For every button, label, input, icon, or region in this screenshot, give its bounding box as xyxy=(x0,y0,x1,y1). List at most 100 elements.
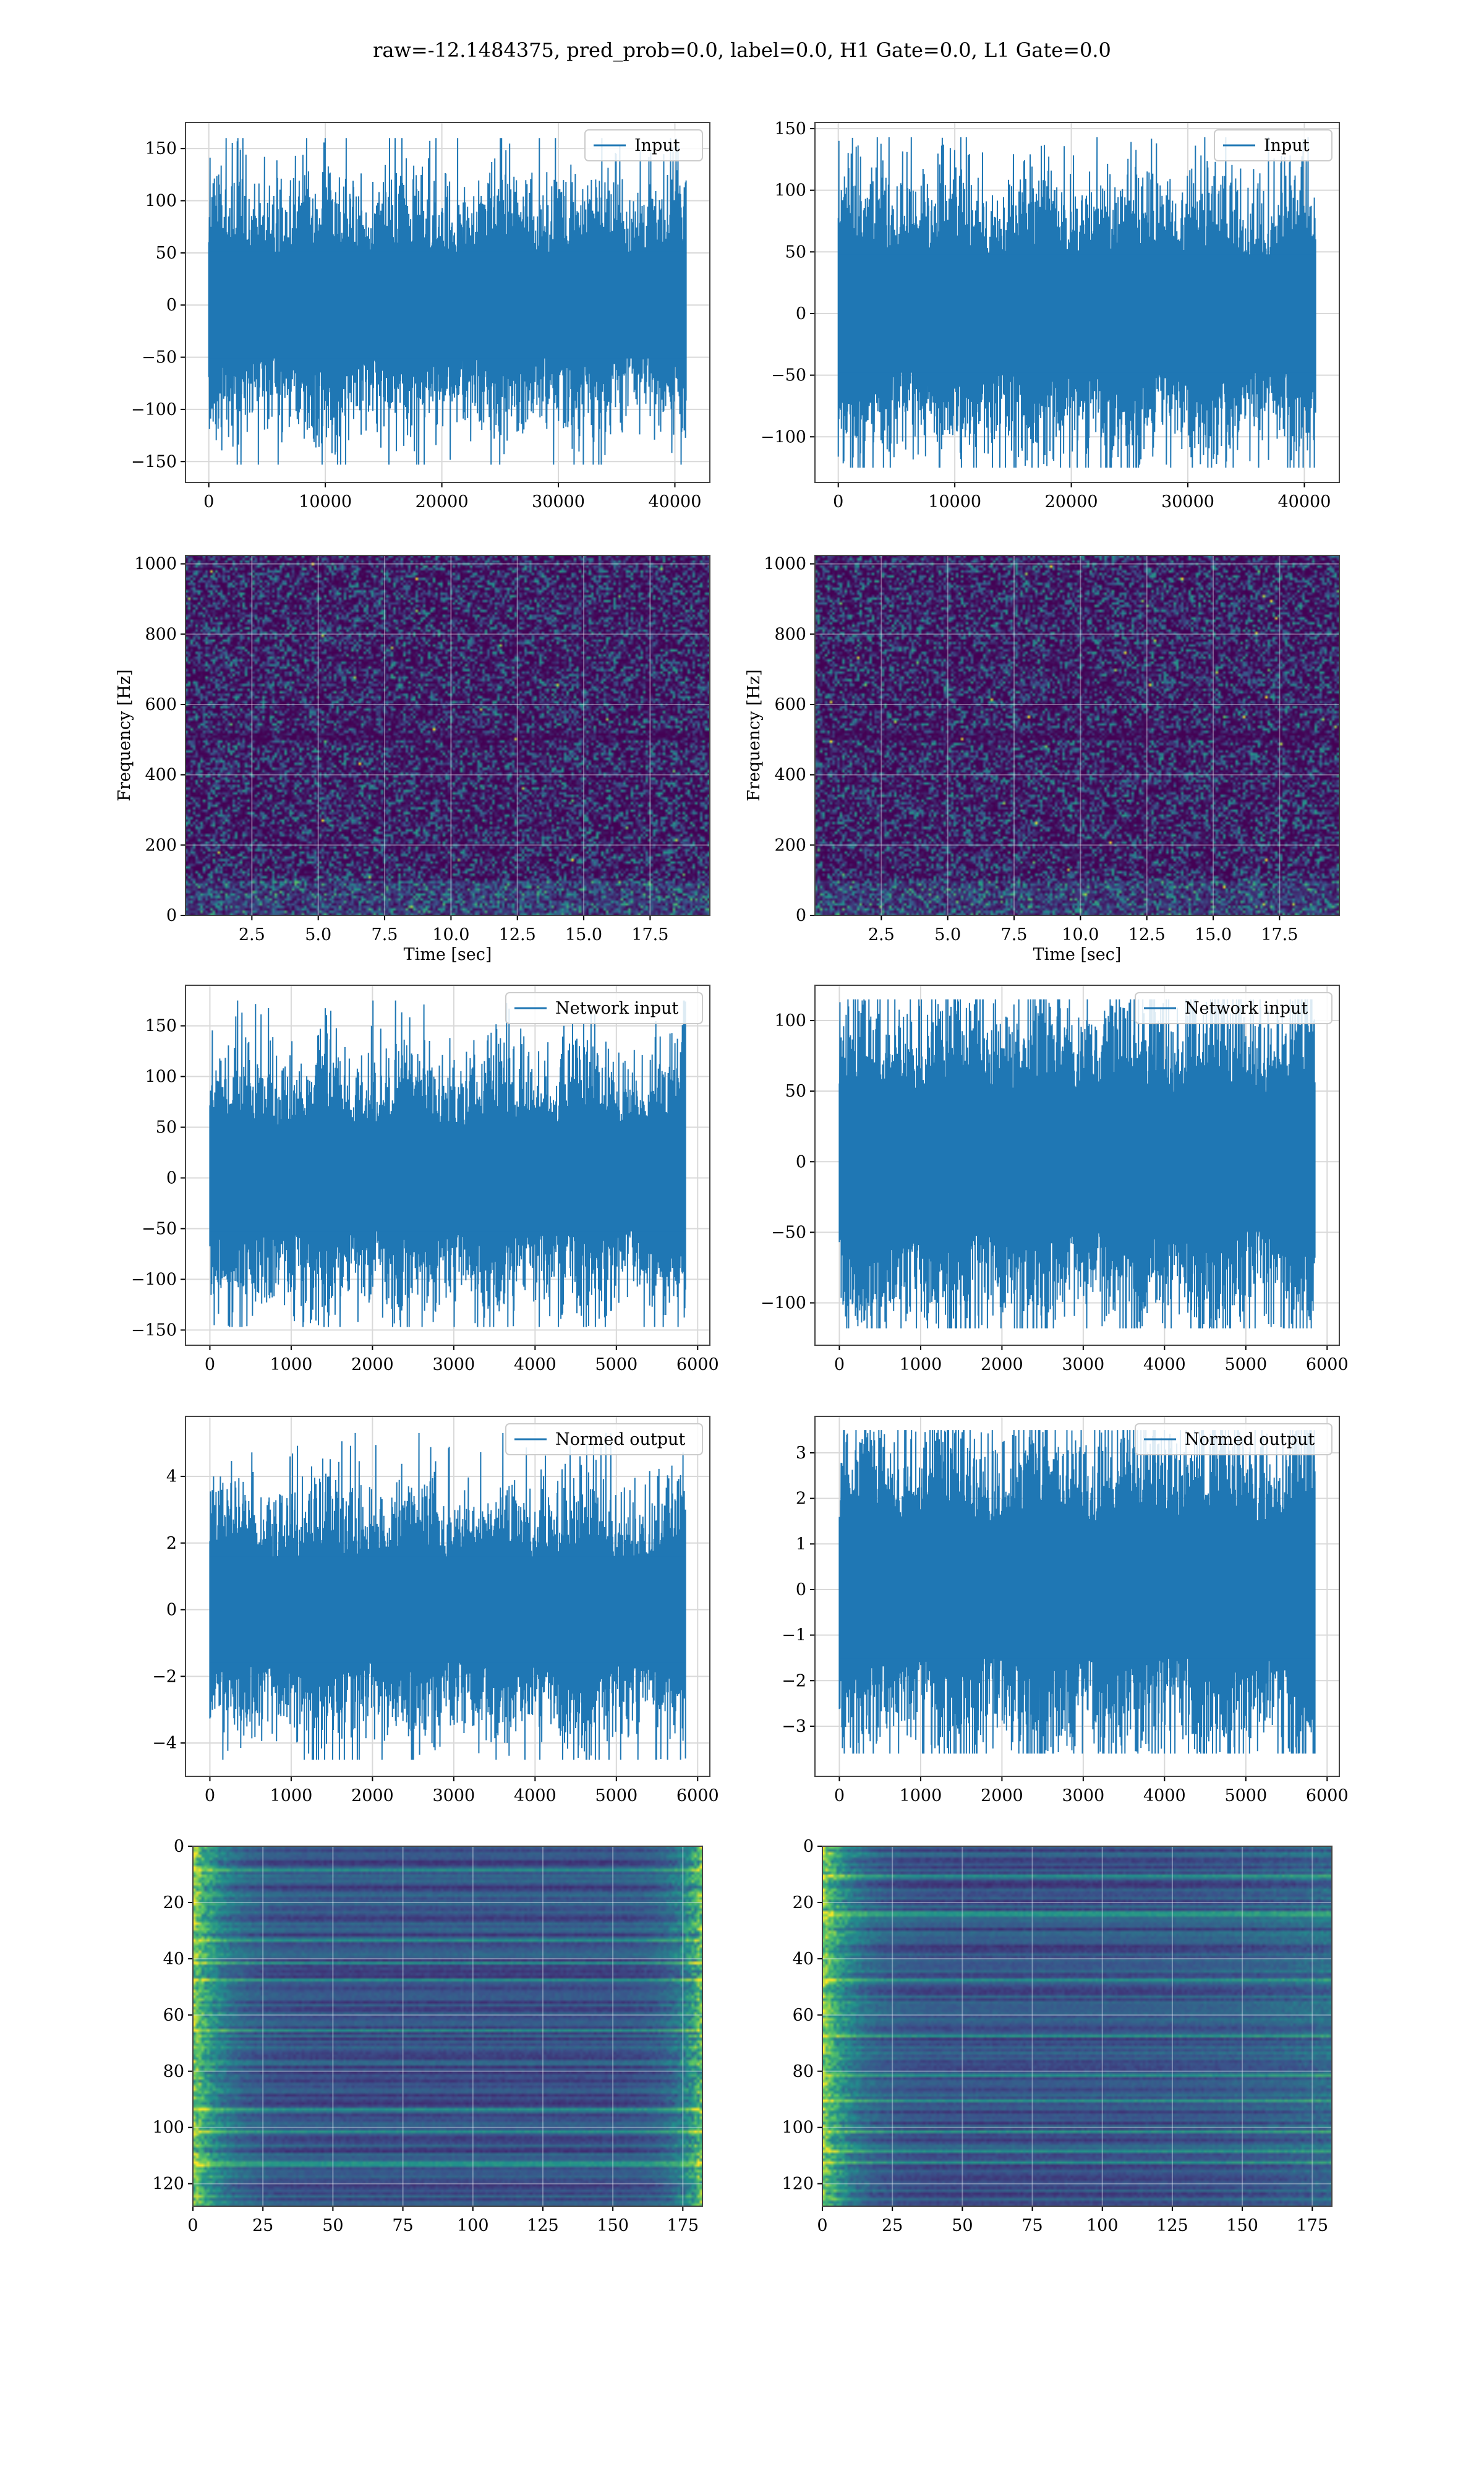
series-core-band xyxy=(839,1092,1315,1232)
legend: Input xyxy=(1214,129,1333,161)
y-tick-label: 100 xyxy=(774,181,806,200)
chart-input-h1: 0 10000 20000 30000 40000 −150 −100 −50 0 50 100 15… xyxy=(131,122,710,511)
legend-label: Network input xyxy=(555,999,678,1018)
legend-label: Input xyxy=(634,136,680,155)
x-tick-label: 0 xyxy=(834,1786,845,1805)
x-tick-label: 1000 xyxy=(900,1786,942,1805)
x-tick-label: 5000 xyxy=(595,1786,638,1805)
y-tick-label: 20 xyxy=(793,1893,814,1912)
y-tick-label: 60 xyxy=(163,2006,184,2025)
legend-box xyxy=(1135,1423,1333,1455)
x-tick-label: 175 xyxy=(1297,2216,1329,2235)
x-tick-label: 10000 xyxy=(928,492,981,511)
chart-input-l1: 0 10000 20000 30000 40000 −100 −50 0 50 100 150 Inp… xyxy=(761,119,1340,511)
x-tick-label: 30000 xyxy=(532,492,585,511)
x-tick-label: 4000 xyxy=(1143,1355,1186,1374)
x-tick-label: 15.0 xyxy=(1195,925,1232,944)
x-tick-label: 40000 xyxy=(1278,492,1331,511)
ticks: 2.5 5.0 7.5 10.0 12.5 15.0 17.5 0 200 400 600 800 10… xyxy=(134,555,668,944)
y-tick-label: 600 xyxy=(774,695,806,714)
x-tick-label: 6000 xyxy=(1306,1786,1349,1805)
x-tick-label: 4000 xyxy=(514,1786,556,1805)
x-tick-label: 10.0 xyxy=(432,925,469,944)
grid-lines xyxy=(815,555,1339,916)
x-tick-label: 15.0 xyxy=(565,925,602,944)
legend-label: Input xyxy=(1264,136,1310,155)
y-tick-label: 80 xyxy=(793,2062,814,2081)
x-tick-label: 0 xyxy=(833,492,843,511)
y-tick-label: 0 xyxy=(166,906,177,925)
series-core-band xyxy=(210,1124,686,1232)
x-tick-label: 25 xyxy=(252,2216,273,2235)
x-tick-label: 5000 xyxy=(595,1355,638,1374)
y-tick-label: −50 xyxy=(771,366,806,385)
ticks: 0 10000 20000 30000 40000 −100 −50 0 50 100 150 xyxy=(761,119,1331,511)
series-core-band xyxy=(208,251,686,359)
x-tick-label: 150 xyxy=(1226,2216,1258,2235)
ticks: 0 1000 2000 3000 4000 5000 6000 −3 −2 −1 0 1 2 3 xyxy=(782,1444,1348,1805)
x-tick-label: 150 xyxy=(597,2216,629,2235)
x-tick-label: 12.5 xyxy=(499,925,536,944)
y-tick-label: 0 xyxy=(803,1837,814,1856)
y-tick-label: 0 xyxy=(796,906,806,925)
chart-feat-h1: 0 25 50 75 100 125 150 175 0 20 40 60 80 100 120 xyxy=(152,1837,703,2235)
legend: Network input xyxy=(1135,992,1333,1024)
heatmap-image xyxy=(822,1846,1332,2206)
x-tick-label: 50 xyxy=(322,2216,343,2235)
y-tick-label: −1 xyxy=(782,1626,806,1645)
y-tick-label: −150 xyxy=(131,1320,177,1340)
y-tick-label: 0 xyxy=(796,304,806,323)
x-tick-label: 4000 xyxy=(1143,1786,1186,1805)
y-tick-label: 60 xyxy=(793,2006,814,2025)
x-tick-label: 0 xyxy=(817,2216,827,2235)
ticks: 2.5 5.0 7.5 10.0 12.5 15.0 17.5 0 200 400 600 800 10… xyxy=(764,555,1298,944)
x-tick-label: 100 xyxy=(457,2216,489,2235)
ticks: 0 25 50 75 100 125 150 175 0 20 40 60 80 100 120 xyxy=(152,1837,699,2235)
x-tick-label: 10000 xyxy=(299,492,352,511)
y-tick-label: 200 xyxy=(145,836,177,855)
chart-netin-l1: 0 1000 2000 3000 4000 5000 6000 −100 −50 0 50 100 Ne… xyxy=(761,985,1349,1374)
x-tick-label: 30000 xyxy=(1161,492,1214,511)
legend-box xyxy=(584,129,703,161)
x-tick-label: 75 xyxy=(392,2216,413,2235)
x-tick-label: 0 xyxy=(187,2216,198,2235)
ticks: 0 25 50 75 100 125 150 175 0 20 40 60 80 100 120 xyxy=(782,1837,1328,2235)
x-tick-label: 4000 xyxy=(514,1355,556,1374)
legend-label: Normed output xyxy=(555,1430,685,1449)
y-tick-label: 0 xyxy=(166,1601,177,1620)
x-tick-label: 7.5 xyxy=(372,925,398,944)
y-tick-label: 1 xyxy=(796,1534,806,1554)
axes-frame xyxy=(822,1846,1333,2207)
x-tick-label: 17.5 xyxy=(631,925,668,944)
y-tick-label: −100 xyxy=(131,400,177,419)
y-axis-label: Frequency [Hz] xyxy=(115,669,134,801)
axes-frame xyxy=(185,122,710,483)
y-axis-label: Frequency [Hz] xyxy=(744,669,764,801)
x-tick-label: 5.0 xyxy=(934,925,961,944)
x-tick-label: 20000 xyxy=(416,492,469,511)
ticks: 0 1000 2000 3000 4000 5000 6000 −100 −50 0 50 100 xyxy=(761,1011,1349,1374)
y-tick-label: −150 xyxy=(131,452,177,471)
chart-spec-l1: 2.5 5.0 7.5 10.0 12.5 15.0 17.5 0 200 400 600 800 10… xyxy=(744,555,1340,964)
y-tick-label: 0 xyxy=(166,296,177,315)
y-tick-label: 150 xyxy=(145,139,177,158)
chart-feat-l1: 0 25 50 75 100 125 150 175 0 20 40 60 80 100 120 xyxy=(782,1837,1333,2235)
x-tick-label: 1000 xyxy=(270,1786,313,1805)
x-tick-label: 2000 xyxy=(351,1786,394,1805)
legend-box xyxy=(505,1423,703,1455)
ticks: 0 1000 2000 3000 4000 5000 6000 −4 −2 0 2 4 xyxy=(152,1467,719,1805)
chart-normed-l1: 0 1000 2000 3000 4000 5000 6000 −3 −2 −1 0 1 2 3 Norme… xyxy=(782,1416,1349,1805)
x-tick-label: 125 xyxy=(527,2216,559,2235)
x-tick-label: 2000 xyxy=(981,1786,1023,1805)
y-tick-label: −50 xyxy=(142,1219,177,1238)
chart-normed-h1: 0 1000 2000 3000 4000 5000 6000 −4 −2 0 2 4 Normed o… xyxy=(152,1416,719,1805)
y-tick-label: 50 xyxy=(785,242,806,262)
figure-suptitle: raw=-12.1484375, pred_prob=0.0, label=0.… xyxy=(373,38,1111,62)
x-tick-label: 12.5 xyxy=(1128,925,1166,944)
y-tick-label: −50 xyxy=(142,348,177,367)
y-tick-label: −50 xyxy=(771,1223,806,1242)
heatmap-image xyxy=(815,555,1339,915)
series-core-band xyxy=(839,1520,1315,1659)
y-tick-label: 40 xyxy=(163,1950,184,1969)
